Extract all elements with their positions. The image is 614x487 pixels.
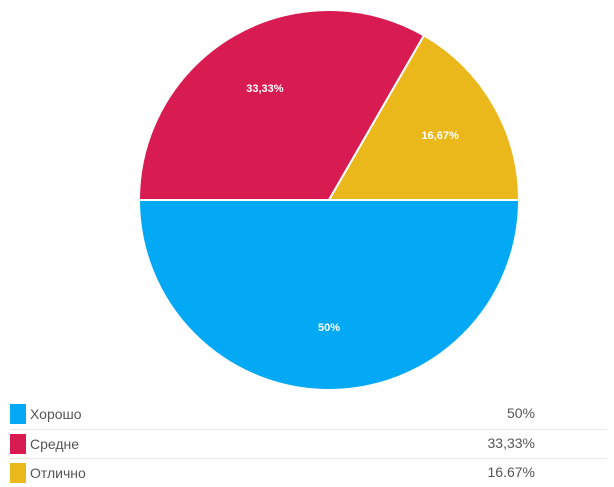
legend-value-cell: 16.67%	[214, 458, 607, 487]
slice-data-label-2: 16,67%	[421, 130, 459, 142]
chart-legend: Хорошо 50% Средне 33,33% Отлично 16.67%	[10, 400, 607, 487]
legend-label: Отлично	[30, 464, 86, 481]
legend-swatch	[10, 433, 26, 454]
legend-label: Хорошо	[30, 406, 82, 423]
slice-data-label-1: 33,33%	[246, 83, 284, 95]
pie-slice-1[interactable]	[138, 9, 425, 201]
legend-value: 33,33%	[487, 434, 535, 451]
pie-slice-2[interactable]	[328, 34, 520, 201]
legend-value: 50%	[506, 405, 535, 422]
legend-row[interactable]: Отлично 16.67%	[10, 458, 607, 487]
legend-row[interactable]: Средне 33,33%	[10, 429, 607, 458]
pie-slice-0[interactable]	[138, 199, 520, 390]
legend-value-cell: 50%	[214, 400, 607, 429]
legend-value: 16.67%	[487, 463, 535, 480]
legend-swatch-cell	[10, 458, 30, 487]
legend-swatch-cell	[10, 429, 30, 458]
legend-swatch-cell	[10, 400, 30, 429]
legend-swatch	[10, 404, 26, 425]
slice-data-label-0: 50%	[318, 322, 340, 334]
legend-row[interactable]: Хорошо 50%	[10, 400, 607, 429]
legend-swatch	[10, 462, 26, 483]
pie-chart: 50% 33,33% 16,67%	[138, 9, 520, 390]
pie-chart-svg: 50% 33,33% 16,67%	[138, 9, 520, 390]
legend-value-cell: 33,33%	[214, 429, 607, 458]
legend-label: Средне	[30, 435, 80, 452]
